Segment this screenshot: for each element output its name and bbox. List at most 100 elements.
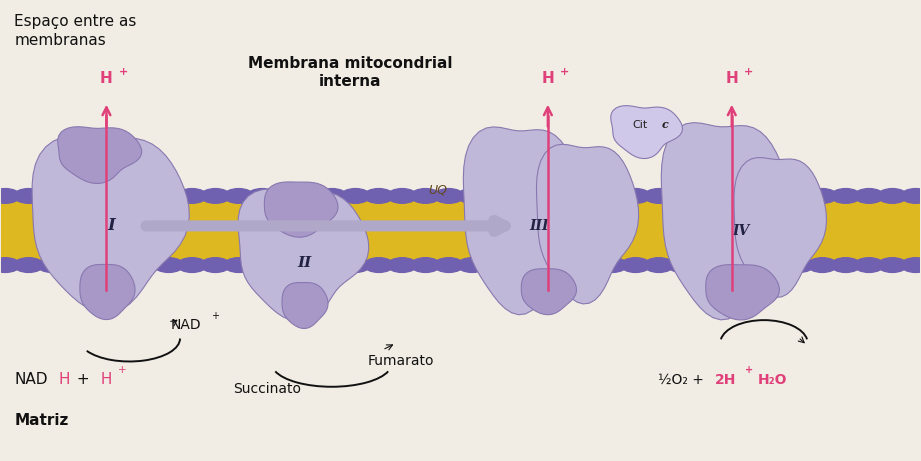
Circle shape [178,258,206,272]
Text: H₂O: H₂O [758,373,787,387]
Circle shape [878,189,907,203]
Circle shape [388,189,417,203]
Circle shape [37,189,66,203]
Text: +: + [745,365,752,375]
Circle shape [808,189,837,203]
Circle shape [154,189,183,203]
Polygon shape [611,106,682,159]
Circle shape [154,258,183,272]
Text: NAD: NAD [170,318,202,332]
Circle shape [574,258,603,272]
Circle shape [761,258,790,272]
Circle shape [14,258,43,272]
Circle shape [201,258,230,272]
Circle shape [364,258,393,272]
Circle shape [434,189,463,203]
Circle shape [668,258,697,272]
Circle shape [458,189,487,203]
Circle shape [224,189,253,203]
Text: H: H [100,71,113,86]
Circle shape [271,258,300,272]
Circle shape [551,258,580,272]
Text: II: II [297,256,311,270]
Text: H: H [542,71,554,86]
Circle shape [551,189,580,203]
Circle shape [481,258,510,272]
Circle shape [621,189,650,203]
Polygon shape [536,144,638,304]
Circle shape [37,258,66,272]
Circle shape [715,189,743,203]
Circle shape [294,258,323,272]
Text: I: I [107,218,115,234]
Circle shape [84,189,113,203]
Circle shape [878,258,907,272]
Circle shape [644,189,673,203]
Text: +: + [119,365,127,375]
Circle shape [528,189,557,203]
Text: H: H [726,71,738,86]
Circle shape [574,189,603,203]
Circle shape [341,189,370,203]
Circle shape [504,189,533,203]
Circle shape [691,189,720,203]
Circle shape [715,258,743,272]
Circle shape [831,258,860,272]
Text: c: c [661,119,668,130]
Circle shape [434,258,463,272]
Circle shape [0,189,20,203]
Polygon shape [661,123,791,320]
Circle shape [14,189,43,203]
Circle shape [248,189,277,203]
Text: 2H: 2H [716,373,737,387]
Circle shape [0,258,20,272]
Text: H: H [97,372,112,387]
Circle shape [294,189,323,203]
Polygon shape [80,265,135,319]
Text: +: + [560,66,569,77]
Circle shape [808,258,837,272]
Circle shape [131,258,160,272]
Circle shape [901,189,921,203]
Polygon shape [32,136,190,313]
Text: NAD: NAD [15,372,48,387]
Circle shape [504,258,533,272]
Polygon shape [58,127,142,183]
Circle shape [598,189,627,203]
Circle shape [108,258,136,272]
Circle shape [644,258,673,272]
Text: +: + [744,66,753,77]
Circle shape [785,258,813,272]
Circle shape [388,258,417,272]
Circle shape [364,189,393,203]
Circle shape [131,189,160,203]
Circle shape [61,189,90,203]
Polygon shape [521,269,577,315]
Circle shape [528,258,557,272]
Polygon shape [463,127,584,315]
Circle shape [248,258,277,272]
Circle shape [738,258,767,272]
Circle shape [61,258,90,272]
Circle shape [108,189,136,203]
Text: H: H [59,372,70,387]
Circle shape [785,189,813,203]
Text: ½O₂ +: ½O₂ + [659,373,704,387]
Polygon shape [705,265,779,320]
Text: Fumarato: Fumarato [367,355,434,368]
Circle shape [761,189,790,203]
Text: +: + [119,66,128,77]
Circle shape [621,258,650,272]
Circle shape [481,189,510,203]
Circle shape [201,189,230,203]
Circle shape [855,258,884,272]
Text: +: + [211,311,219,320]
Circle shape [831,189,860,203]
Circle shape [318,258,347,272]
Text: Succinato: Succinato [233,382,301,396]
Circle shape [458,258,487,272]
Polygon shape [282,283,328,329]
Bar [1,194,920,267]
Polygon shape [264,182,338,237]
Circle shape [271,189,300,203]
